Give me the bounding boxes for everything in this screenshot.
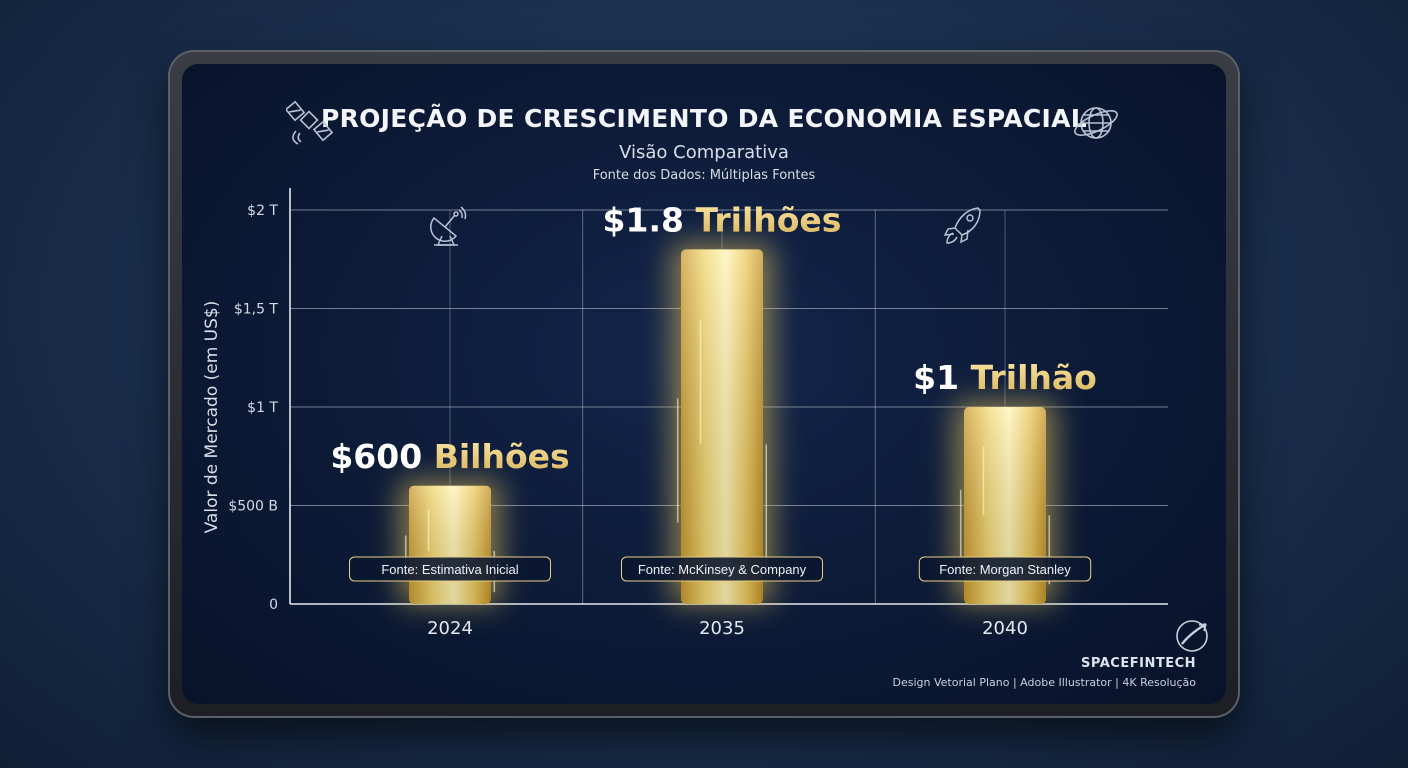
globe-icon [1074, 107, 1118, 139]
value-word: Bilhões [434, 437, 570, 476]
bar-shade [409, 485, 491, 604]
satellite-icon [286, 100, 334, 145]
data-source-note: Fonte dos Dados: Múltiplas Fontes [592, 168, 816, 183]
value-label: $1 Trilhão [913, 358, 1097, 397]
rocket-icon [943, 207, 981, 244]
value-word: Trilhões [695, 200, 841, 239]
value-label: $600 Bilhões [330, 437, 569, 476]
y-tick-label: $2 T [247, 203, 278, 219]
x-tick-label: 2035 [699, 618, 745, 639]
source-label: Fonte: Estimativa Inicial [381, 562, 518, 577]
value-word: Trilhão [971, 358, 1097, 397]
tablet-frame: PROJEÇÃO DE CRESCIMENTO DA ECONOMIA ESPA… [168, 50, 1240, 718]
y-axis-title: Valor de Mercado (em US$) [202, 301, 222, 534]
logo-rocket-icon [1176, 620, 1208, 652]
y-tick-label: $500 B [228, 499, 278, 515]
chart-title: PROJEÇÃO DE CRESCIMENTO DA ECONOMIA ESPA… [320, 104, 1088, 133]
value-number: $1.8 [603, 200, 696, 239]
source-label: Fonte: Morgan Stanley [939, 562, 1071, 577]
satellite-dish-icon [430, 206, 467, 246]
design-credits: Design Vetorial Plano | Adobe Illustrato… [892, 676, 1196, 689]
chart-subtitle: Visão Comparativa [619, 142, 789, 163]
value-number: $1 [913, 358, 970, 397]
bar-shade [964, 407, 1046, 604]
source-label: Fonte: McKinsey & Company [638, 562, 807, 577]
brand-name: SPACEFINTECH [1081, 656, 1196, 671]
source-badge [918, 556, 1092, 582]
source-badge [349, 556, 551, 582]
y-tick-label: $1 T [247, 400, 278, 416]
source-badge [621, 556, 823, 582]
y-tick-label: 0 [269, 597, 278, 613]
chart-screen: PROJEÇÃO DE CRESCIMENTO DA ECONOMIA ESPA… [182, 64, 1226, 704]
x-tick-label: 2040 [982, 618, 1028, 639]
bar-chart: 0 $500 B $1 T $1,5 T $2 T Valor de Mercado (e… [202, 188, 1168, 639]
value-number: $600 [330, 437, 433, 476]
x-tick-label: 2024 [427, 618, 473, 639]
value-label: $1.8 Trilhões [603, 200, 842, 239]
bar-shade [681, 249, 763, 604]
y-tick-label: $1,5 T [234, 302, 279, 318]
